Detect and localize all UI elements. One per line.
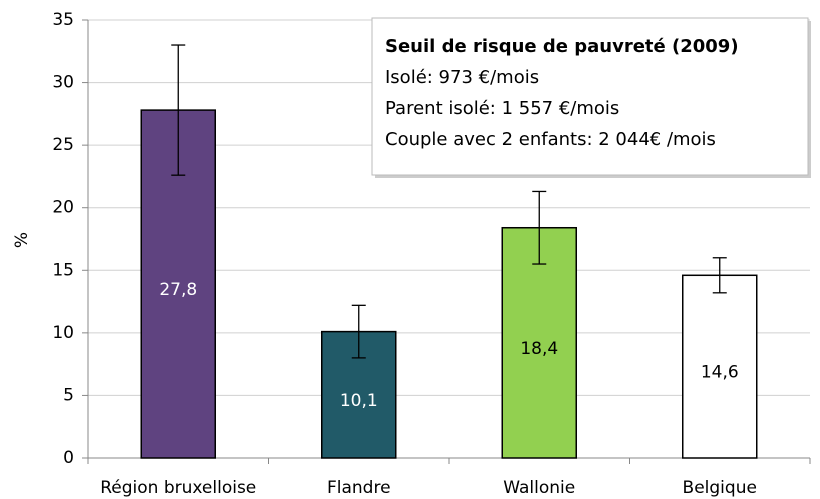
x-tick-label: Région bruxelloise bbox=[100, 478, 256, 498]
value-label: 27,8 bbox=[159, 280, 197, 300]
annotation-line: Couple avec 2 enfants: 2 044€ /mois bbox=[385, 129, 716, 150]
y-tick-label: 15 bbox=[52, 260, 74, 280]
value-label: 14,6 bbox=[701, 363, 739, 383]
y-tick-label: 5 bbox=[63, 385, 74, 405]
value-label: 18,4 bbox=[520, 339, 558, 359]
y-tick-label: 10 bbox=[52, 323, 74, 343]
annotation-line: Isolé: 973 €/mois bbox=[385, 67, 539, 88]
x-tick-label: Wallonie bbox=[503, 478, 575, 498]
bar bbox=[682, 274, 758, 459]
value-label: 10,1 bbox=[340, 391, 378, 411]
annotation-title: Seuil de risque de pauvreté (2009) bbox=[385, 36, 739, 57]
y-tick-label: 25 bbox=[52, 135, 74, 155]
annotation-line: Parent isolé: 1 557 €/mois bbox=[385, 98, 619, 119]
annotation-box bbox=[371, 17, 809, 176]
y-tick-label: 20 bbox=[52, 198, 74, 218]
y-tick-label: 35 bbox=[52, 10, 74, 30]
x-tick-label: Belgique bbox=[683, 478, 757, 498]
y-tick-label: 30 bbox=[52, 73, 74, 93]
y-tick-label: 0 bbox=[63, 448, 74, 468]
x-tick-label: Flandre bbox=[327, 478, 391, 498]
bar bbox=[501, 226, 577, 459]
y-axis-label: % bbox=[12, 232, 32, 248]
